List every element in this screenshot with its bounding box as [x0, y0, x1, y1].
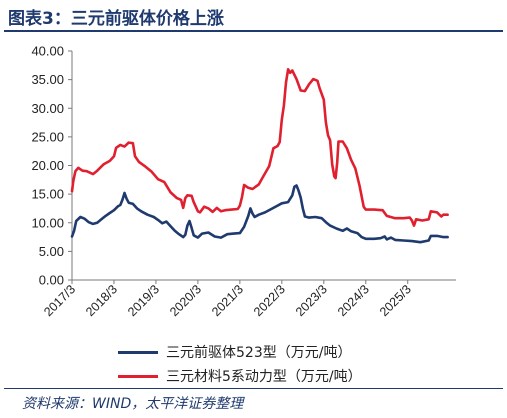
y-tick-label: 20.00	[31, 158, 64, 173]
legend-item-blue: 三元前驱体523型（万元/吨）	[118, 340, 362, 364]
x-ticks: 2017/3 2018/3 2019/3 2020/3 2021/3 2022/3 2023…	[41, 280, 414, 319]
y-tick-label: 0.00	[39, 273, 64, 288]
legend: 三元前驱体523型（万元/吨） 三元材料5系动力型（万元/吨）	[118, 340, 362, 388]
legend-label-blue: 三元前驱体523型（万元/吨）	[166, 345, 352, 361]
legend-swatch-blue	[118, 350, 158, 354]
line-chart: 0.00 5.00 10.00 15.00 20.00 25.00 30.00 35.00 40…	[31, 44, 456, 319]
page-title: 图表3：三元前驱体价格上涨	[8, 9, 224, 29]
y-tick-label: 5.00	[39, 244, 64, 259]
x-tick-label: 2018/3	[83, 282, 120, 319]
series-layer	[70, 68, 449, 244]
x-tick-label: 2025/3	[377, 282, 414, 319]
x-tick-label: 2023/3	[293, 282, 330, 319]
y-tick-label: 40.00	[31, 44, 64, 59]
x-tick-label: 2024/3	[335, 282, 372, 319]
legend-label-red: 三元材料5系动力型（万元/吨）	[166, 369, 362, 385]
title-divider	[4, 30, 503, 32]
x-tick-label: 2022/3	[251, 282, 288, 319]
legend-swatch-red	[118, 374, 158, 378]
x-tick-label: 2021/3	[209, 282, 246, 319]
y-tick-label: 10.00	[31, 215, 64, 230]
y-tick-label: 25.00	[31, 129, 64, 144]
x-tick-label: 2019/3	[125, 282, 162, 319]
legend-item-red: 三元材料5系动力型（万元/吨）	[118, 364, 362, 388]
x-tick-label: 2020/3	[167, 282, 204, 319]
source-note: 资料来源：WIND，太平洋证券整理	[22, 396, 244, 412]
series-line-ncm5-power	[70, 68, 449, 227]
y-tick-label: 15.00	[31, 187, 64, 202]
x-tick-label: 2017/3	[41, 282, 78, 319]
y-ticks: 0.00 5.00 10.00 15.00 20.00 25.00 30.00 35.00 40…	[31, 44, 72, 288]
y-tick-label: 35.00	[31, 72, 64, 87]
series-line-precursor-523	[70, 184, 449, 244]
y-tick-label: 30.00	[31, 101, 64, 116]
source-divider	[4, 388, 503, 389]
